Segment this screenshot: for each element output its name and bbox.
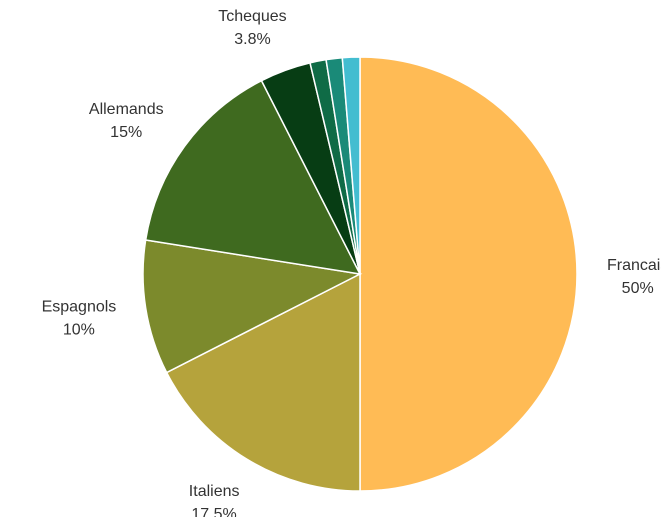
pie-slice-francais	[359, 56, 578, 492]
slice-label-francais: Francais	[607, 257, 661, 274]
slice-value-tcheques: 3.8%	[234, 31, 270, 48]
pie-slice-italiens	[165, 272, 361, 492]
slice-label-allemands: Allemands	[89, 101, 164, 118]
pie-slice-espagnols	[142, 239, 363, 374]
slice-value-italiens: 17.5%	[191, 506, 236, 517]
pie-slice-allemands	[144, 79, 362, 275]
slice-value-allemands: 15%	[110, 124, 142, 141]
slice-label-italiens: Italiens	[189, 483, 240, 500]
slice-value-francais: 50%	[622, 280, 654, 297]
slice-label-espagnols: Espagnols	[42, 299, 117, 316]
slice-label-tcheques: Tcheques	[218, 8, 287, 25]
pie-labels: Francais 50% Italiens 17.5% Espagnols 10% Alle…	[42, 8, 661, 517]
pie-slice-unlabeled-7	[341, 56, 361, 275]
slice-value-espagnols: 10%	[63, 322, 95, 339]
pie-slices	[142, 56, 578, 492]
